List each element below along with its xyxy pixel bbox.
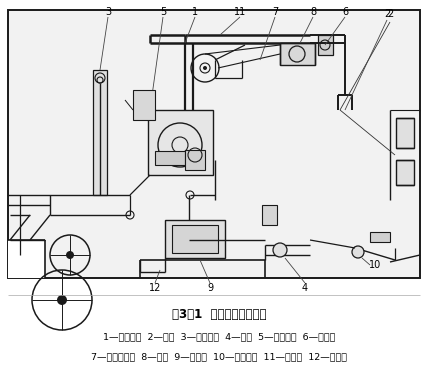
Bar: [396, 160, 414, 185]
Circle shape: [57, 295, 67, 305]
Text: 6: 6: [342, 7, 348, 17]
Bar: [155, 151, 185, 165]
Bar: [165, 220, 225, 258]
Bar: [280, 43, 315, 65]
Text: 7: 7: [272, 7, 278, 17]
Circle shape: [273, 243, 287, 257]
Bar: [185, 150, 205, 170]
Text: 10: 10: [369, 260, 381, 270]
Circle shape: [66, 251, 74, 259]
Text: 图3－1  引纬机构基本结构: 图3－1 引纬机构基本结构: [172, 309, 266, 322]
Bar: [133, 90, 155, 120]
Text: 7—压纱器凸轮  8—喷嘴  9—浮筒箱  10—引纬踏板  11—喷水管  12—进水管: 7—压纱器凸轮 8—喷嘴 9—浮筒箱 10—引纬踏板 11—喷水管 12—进水管: [91, 352, 347, 362]
Bar: [396, 118, 414, 148]
Bar: [172, 225, 218, 253]
Circle shape: [203, 66, 207, 70]
Bar: [262, 205, 277, 225]
Text: 2: 2: [384, 9, 390, 19]
Text: 1: 1: [192, 7, 198, 17]
Text: 3: 3: [105, 7, 111, 17]
Circle shape: [352, 246, 364, 258]
Text: 12: 12: [149, 283, 161, 293]
Bar: [370, 232, 390, 242]
Text: 5: 5: [160, 7, 166, 17]
Bar: [93, 70, 107, 195]
Bar: [8, 10, 420, 278]
Text: 8: 8: [310, 7, 316, 17]
Bar: [148, 110, 213, 175]
Text: 2: 2: [387, 9, 393, 19]
Text: 9: 9: [207, 283, 213, 293]
Text: 11: 11: [234, 7, 246, 17]
Bar: [8, 240, 45, 278]
Text: 4: 4: [302, 283, 308, 293]
Bar: [318, 35, 333, 55]
Text: 1—水泵泵体  2—凸轮  3—泵凸轮杆  4—泵杆  5—限位螺钉  6—压纱器: 1—水泵泵体 2—凸轮 3—泵凸轮杆 4—泵杆 5—限位螺钉 6—压纱器: [103, 333, 335, 341]
